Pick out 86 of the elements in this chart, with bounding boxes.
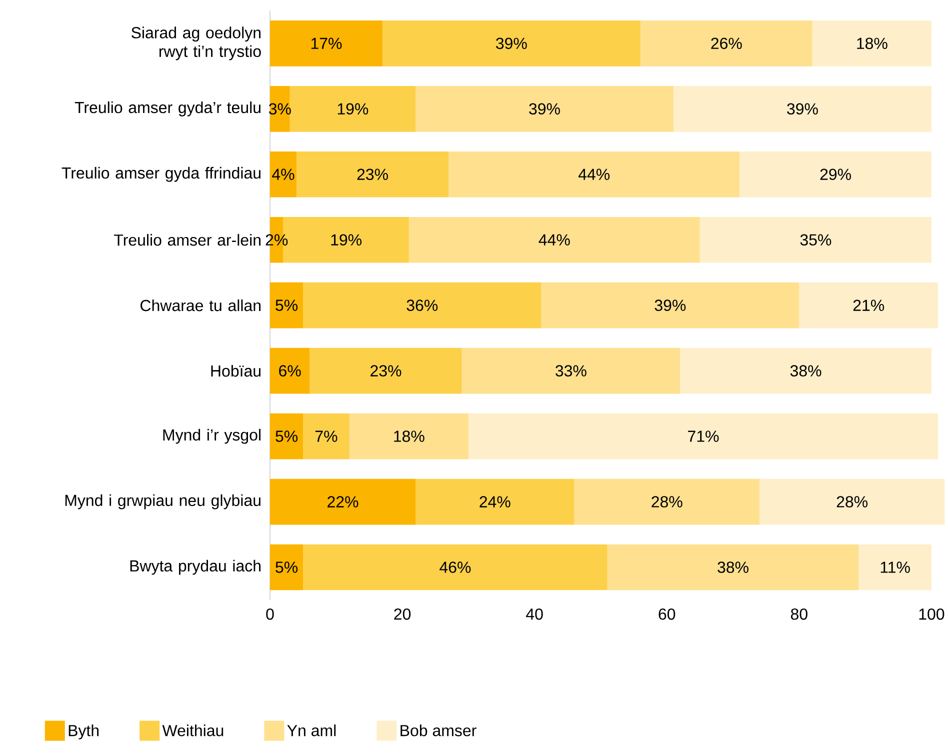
y-tick-label: Mynd i’r ysgol (163, 428, 260, 444)
bar (270, 282, 304, 328)
data-label: 38% (718, 562, 748, 573)
bar (812, 20, 932, 66)
data-label: 5% (276, 430, 298, 442)
data-label: 17% (311, 38, 342, 49)
data-label: 29% (820, 168, 851, 180)
bar (416, 86, 674, 132)
data-label: 44% (538, 234, 570, 246)
data-label: 23% (370, 365, 402, 376)
legend-label: Bob amser (400, 724, 476, 736)
data-label: 35% (800, 234, 832, 246)
bar (607, 544, 859, 590)
data-label: 39% (496, 38, 527, 50)
y-tick-label: Chwarae tu allan (140, 299, 260, 312)
y-tick-label: Siarad ag oedolyn rwyt ti’n trystio (132, 26, 261, 60)
data-label: 22% (328, 496, 358, 508)
bar (382, 20, 640, 66)
bar (468, 413, 938, 460)
x-tick-label: 60 (658, 608, 676, 620)
y-tick-label: Mynd i grwpiau neu glybiau (65, 494, 260, 510)
y-tick-label: Treulio amser ar-lein (114, 234, 260, 246)
bar (270, 413, 304, 460)
bar (303, 413, 350, 460)
y-tick-label: Hobïau (211, 364, 260, 377)
bar (740, 151, 932, 198)
bar (416, 478, 574, 525)
bar (462, 348, 680, 394)
bar (448, 151, 740, 198)
bar (270, 478, 416, 525)
bar (700, 216, 932, 263)
legend-label: Byth (68, 724, 99, 740)
data-label: 21% (853, 300, 884, 311)
bar (408, 216, 700, 263)
data-label: 19% (331, 234, 362, 246)
y-tick-label: Treulio amser gyda’r teulu (74, 101, 260, 116)
data-label: 7% (315, 430, 338, 442)
data-label: 38% (790, 365, 822, 376)
data-label: 44% (578, 168, 610, 180)
bar (673, 86, 932, 132)
x-tick-label: 80 (790, 608, 808, 620)
legend-label: Yn aml (287, 724, 336, 736)
bar (680, 348, 932, 394)
bar (310, 348, 462, 394)
legend-label: Weithiau (162, 724, 224, 736)
data-label: 39% (654, 300, 686, 311)
data-label: 5% (276, 562, 298, 573)
data-label: 39% (529, 103, 560, 115)
bar (759, 478, 945, 525)
bar (799, 282, 938, 328)
bar (270, 348, 310, 394)
bar (290, 86, 416, 132)
data-label: 18% (394, 430, 424, 442)
x-tick-label: 0 (266, 608, 274, 620)
x-tick-label: 20 (394, 608, 411, 620)
data-label: 36% (406, 300, 438, 311)
data-label: 6% (279, 365, 301, 376)
data-label: 28% (836, 496, 868, 508)
data-label: 19% (338, 103, 368, 115)
bar (296, 151, 449, 198)
y-tick-label: Treulio amser gyda ffrindiau (62, 166, 260, 182)
bar (303, 282, 542, 328)
data-label: 33% (556, 365, 586, 376)
data-label: 23% (357, 168, 388, 180)
bar (270, 20, 382, 66)
y-tick-label: Bwyta prydau iach (130, 560, 260, 575)
bar (640, 20, 812, 66)
bar (270, 544, 304, 590)
data-label: 46% (440, 562, 471, 573)
data-label: 71% (688, 430, 719, 442)
bar (349, 413, 468, 460)
data-label: 4% (272, 168, 294, 180)
bar (541, 282, 800, 328)
x-tick-label: 100 (919, 608, 944, 620)
data-label: 18% (857, 38, 888, 50)
bar (270, 151, 296, 198)
data-label: 28% (652, 496, 682, 508)
data-label: 39% (787, 103, 818, 115)
data-label: 5% (276, 300, 298, 311)
bar (574, 478, 760, 525)
bar (303, 544, 608, 590)
data-label: 11% (880, 562, 910, 573)
x-tick-label: 40 (526, 608, 543, 620)
bar (858, 544, 932, 590)
data-label: 24% (480, 496, 510, 508)
data-label: 26% (711, 38, 742, 50)
